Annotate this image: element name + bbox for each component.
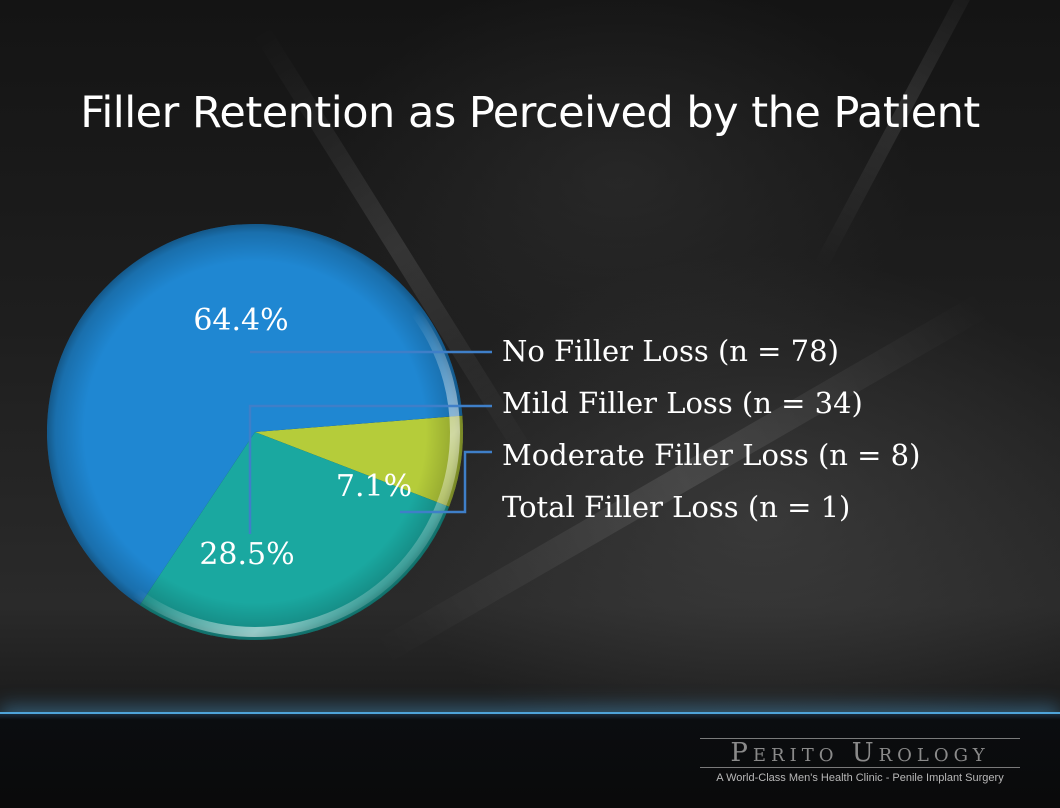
legend-entry: Total Filler Loss (n = 1)	[502, 490, 850, 524]
pie-rim-highlight	[50, 227, 460, 637]
leader-line	[248, 404, 492, 534]
brand-logo: Perito Urology	[700, 738, 1020, 768]
slice-value-label: 7.1%	[336, 469, 412, 504]
footer-band	[0, 712, 1060, 808]
slice-value-label: 28.5%	[199, 537, 294, 572]
brand-tagline: A World-Class Men's Health Clinic - Peni…	[716, 772, 1004, 784]
leader-line	[400, 450, 492, 514]
legend-entry: Moderate Filler Loss (n = 8)	[502, 438, 920, 472]
legend-entry: Mild Filler Loss (n = 34)	[502, 386, 863, 420]
pie-rim-shade	[47, 224, 463, 640]
slice-value-label: 64.4%	[193, 303, 288, 338]
pie-chart: 64.4% 28.5% 7.1% No Filler Loss (n = 78) Mi…	[47, 224, 920, 641]
legend-entry: No Filler Loss (n = 78)	[502, 334, 839, 368]
chart-title: Filler Retention as Perceived by the Pat…	[80, 88, 980, 138]
